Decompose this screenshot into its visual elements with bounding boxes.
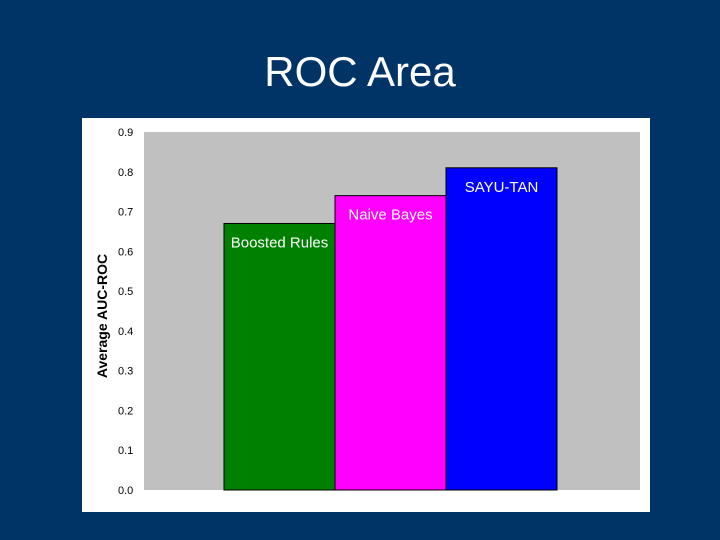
- bar-naive-bayes: [334, 195, 447, 491]
- y-tick-label: 0.4: [118, 326, 133, 338]
- y-tick-label: 0.8: [118, 167, 133, 179]
- bar-label: Naive Bayes: [348, 207, 432, 224]
- bar-sayu-tan: [445, 167, 558, 491]
- y-tick-label: 0.7: [118, 207, 133, 219]
- y-tick-label: 0.1: [118, 445, 133, 457]
- y-tick-label: 0.2: [118, 405, 133, 417]
- chart-panel: 0.0 0.1 0.2 0.3 0.4 0.5 0.6 0.7 0.8 0.9 Average AU…: [82, 118, 650, 512]
- bar-boosted-rules: [223, 222, 336, 491]
- bar-chart: 0.0 0.1 0.2 0.3 0.4 0.5 0.6 0.7 0.8 0.9 Average AU…: [94, 127, 640, 497]
- bar-label: SAYU-TAN: [465, 179, 539, 196]
- y-tick-label: 0.6: [118, 246, 133, 258]
- y-tick-label: 0.0: [118, 485, 133, 497]
- y-tick-label: 0.9: [118, 127, 133, 139]
- y-axis-label: Average AUC-ROC: [94, 254, 110, 378]
- y-tick-label: 0.5: [118, 286, 133, 298]
- y-tick-label: 0.3: [118, 366, 133, 378]
- bar-label: Boosted Rules: [231, 234, 329, 251]
- slide-title: ROC Area: [264, 48, 456, 95]
